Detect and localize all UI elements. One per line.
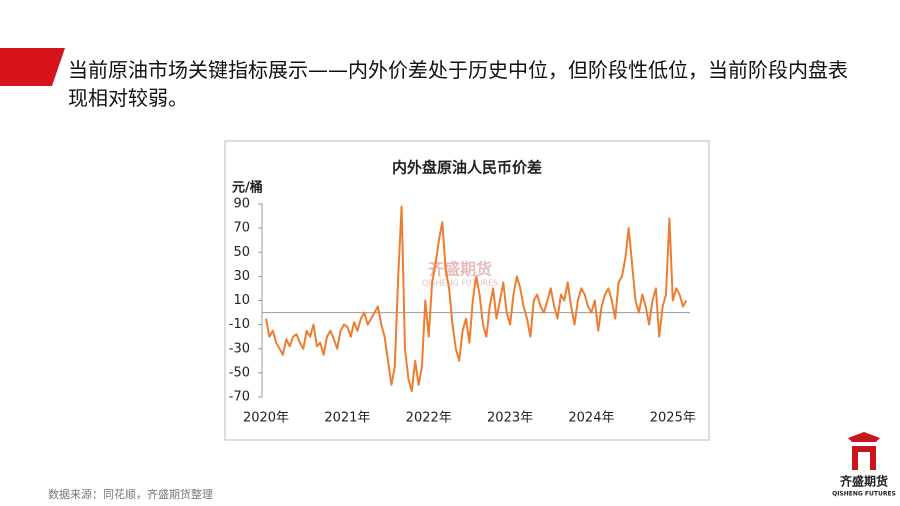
watermark: QISHENG FUTURES bbox=[422, 279, 498, 288]
y-tick-label: 70 bbox=[233, 221, 250, 236]
chart-frame bbox=[224, 140, 710, 441]
x-tick-label: 2025年 bbox=[650, 411, 696, 426]
y-tick-label: 50 bbox=[233, 245, 250, 260]
y-tick-label: -30 bbox=[229, 341, 250, 356]
data-line bbox=[265, 205, 688, 392]
x-tick-label: 2024年 bbox=[568, 411, 614, 426]
y-tick-label: 30 bbox=[233, 269, 250, 284]
y-tick-label: -10 bbox=[229, 317, 250, 332]
x-tick-label: 2023年 bbox=[487, 411, 533, 426]
x-tick-label: 2022年 bbox=[406, 411, 452, 426]
y-axis-label: 元/桶 bbox=[232, 180, 263, 196]
watermark: 齐盛期货 bbox=[428, 260, 492, 279]
y-tick-label: -50 bbox=[229, 365, 250, 380]
logo-subtext: QISHENG FUTURES bbox=[832, 491, 896, 498]
y-tick-label: 10 bbox=[233, 293, 250, 308]
source-note: 数据来源：同花顺，齐盛期货整理 bbox=[48, 488, 213, 501]
logo-text: 齐盛期货 bbox=[840, 474, 888, 489]
y-tick-label: 90 bbox=[233, 197, 250, 212]
x-tick-label: 2020年 bbox=[243, 411, 289, 426]
x-tick-label: 2021年 bbox=[324, 411, 370, 426]
chart-title: 内外盘原油人民币价差 bbox=[392, 159, 542, 177]
y-tick-label: -70 bbox=[229, 390, 250, 405]
slide-title: 当前原油市场关键指标展示——内外价差处于历史中位，但阶段性低位，当前阶段内盘表现… bbox=[68, 58, 848, 110]
header-accent bbox=[0, 48, 65, 86]
logo: 齐盛期货 QISHENG FUTURES bbox=[832, 432, 896, 498]
logo-mark bbox=[848, 432, 880, 470]
